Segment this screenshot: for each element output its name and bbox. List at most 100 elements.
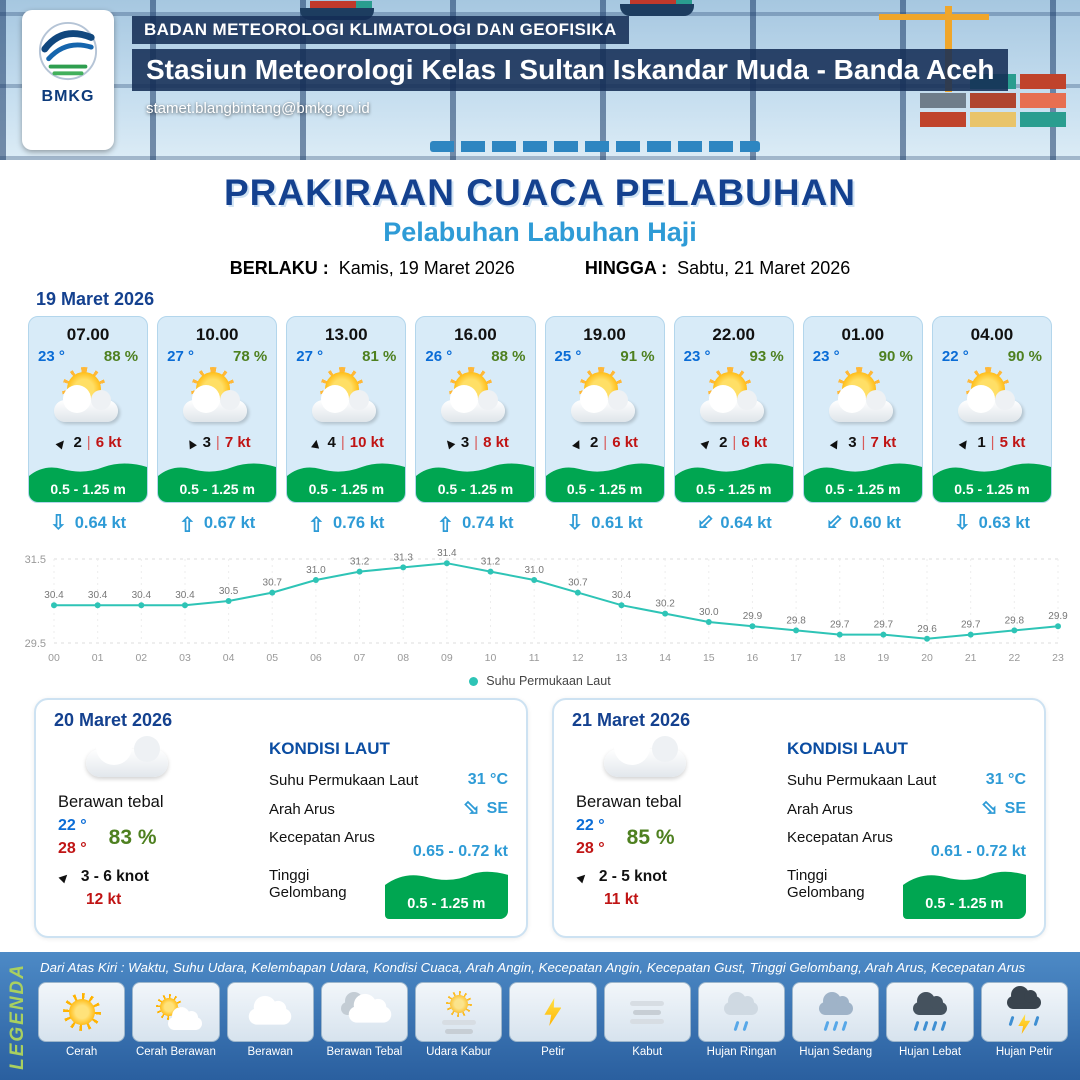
svg-text:20: 20 — [921, 652, 933, 664]
separator: | — [603, 434, 608, 451]
wave-height: 0.5 - 1.25 m — [954, 481, 1030, 497]
legend-item-label: Udara Kabur — [426, 1046, 492, 1058]
legend-item: Berawan Tebal — [320, 982, 409, 1058]
wind-gust: 10 kt — [349, 434, 384, 451]
current-direction-icon: ⇩ — [566, 512, 584, 534]
wind-gust: 8 kt — [483, 434, 509, 451]
legend-item-label: Hujan Ringan — [706, 1046, 777, 1058]
wind-speed: 4 — [327, 434, 336, 451]
hujan-lebat-icon — [913, 991, 948, 1031]
legend-item: Cerah — [38, 982, 126, 1058]
legend-title-column: LEGENDA — [0, 956, 36, 1076]
separator: | — [732, 434, 737, 451]
wind-speed: 3 — [202, 434, 211, 451]
legend-item-label: Hujan Lebat — [899, 1046, 962, 1058]
svg-text:30.5: 30.5 — [219, 586, 239, 597]
current-direction-value: SE — [1004, 800, 1026, 817]
wind-direction-icon: ▲ — [438, 431, 460, 454]
station-email: stamet.blangbintang@bmkg.go.id — [146, 100, 370, 117]
legend-item: Petir — [509, 982, 597, 1058]
humidity: 90 % — [1007, 348, 1042, 365]
wave-height-graphic: 0.5 - 1.25 m — [902, 863, 1026, 919]
agency-name: BADAN METEOROLOGI KLIMATOLOGI DAN GEOFIS… — [132, 16, 629, 44]
legend-item: Hujan Lebat — [886, 982, 974, 1058]
wind-direction-icon: ▲ — [826, 432, 847, 453]
legend-dot-icon — [469, 676, 479, 686]
separator: | — [86, 434, 91, 451]
forecast-time: 19.00 — [583, 325, 626, 344]
wave-graphic — [384, 871, 508, 919]
wave-height-label: Tinggi Gelombang — [787, 867, 865, 901]
air-temperature: 23 ° — [683, 348, 711, 365]
air-temperature: 25 ° — [554, 348, 582, 365]
current-row: ⇩ 0.63 kt — [932, 503, 1052, 533]
forecast-card: 04.00 22 ° 90 % ▲ 1 | 5 kt 0.5 - 1.25 m — [931, 316, 1052, 503]
wind-direction-icon: ▲ — [696, 431, 718, 454]
petir-icon — [544, 998, 562, 1026]
berawan-tebal-icon — [86, 729, 168, 777]
sea-surface-temperature-chart: 31.5 29.5 30.4 00 30.4 01 30.4 02 30.4 03 30.5 04 30… — [25, 548, 1069, 664]
wind-gust: 7 kt — [224, 434, 251, 451]
current-speed: 0.64 kt — [74, 513, 127, 532]
current-direction-icon: ⇩ — [179, 512, 196, 534]
wind-row: ▲ 4 | 10 kt — [287, 431, 405, 458]
svg-text:31.0: 31.0 — [306, 565, 326, 576]
legend-item: Udara Kabur — [415, 982, 503, 1058]
cerah-berawan-icon — [559, 367, 651, 431]
wave-graphic — [29, 463, 148, 502]
condition-label: Berawan tebal — [58, 793, 164, 811]
humidity: 88 % — [103, 348, 139, 365]
condition-label: Berawan tebal — [576, 793, 682, 811]
wave-height-label: Tinggi Gelombang — [269, 867, 347, 901]
legend-item-label: Berawan — [247, 1046, 293, 1058]
legend-item: Hujan Sedang — [792, 982, 880, 1058]
svg-text:30.0: 30.0 — [699, 607, 719, 618]
svg-text:07: 07 — [354, 652, 366, 664]
legend-item: Hujan Ringan — [697, 982, 786, 1058]
current-speed: 0.64 kt — [720, 513, 772, 532]
current-speed: 0.63 kt — [978, 513, 1030, 532]
svg-text:31.3: 31.3 — [393, 552, 413, 563]
berawan-icon — [248, 995, 292, 1025]
current-direction-value: SE — [486, 800, 508, 817]
svg-text:30.4: 30.4 — [44, 590, 64, 601]
wave-height-value: 0.5 - 1.25 m — [407, 896, 486, 912]
daily-summary-row: 20 Maret 2026 Berawan tebal 22 ° 28 ° 83… — [0, 688, 1080, 938]
forecast-column: 19.00 25 ° 91 % ▲ 2 | 6 kt 0.5 - 1.25 m … — [544, 316, 665, 534]
temp-min: 22 ° — [58, 817, 87, 834]
wind-gust: 6 kt — [741, 434, 768, 451]
forecast-card: 13.00 27 ° 81 % ▲ 4 | 10 kt 0.5 - 1.25 m — [286, 316, 407, 503]
sst-value: 31 °C — [985, 771, 1026, 788]
validity-row: BERLAKU : Kamis, 19 Maret 2026 HINGGA : … — [0, 258, 1080, 279]
forecast-time: 01.00 — [841, 325, 885, 344]
forecast-column: 07.00 23 ° 88 % ▲ 2 | 6 kt 0.5 - 1.25 m … — [28, 316, 149, 533]
wave-height-band: 0.5 - 1.25 m — [545, 458, 664, 502]
svg-text:04: 04 — [223, 652, 235, 664]
wave-graphic — [902, 871, 1026, 919]
svg-text:29.7: 29.7 — [874, 620, 894, 631]
forecast-column: 13.00 27 ° 81 % ▲ 4 | 10 kt 0.5 - 1.25 m… — [286, 316, 407, 534]
svg-text:31.2: 31.2 — [350, 557, 370, 568]
humidity: 88 % — [491, 348, 526, 365]
wave-graphic — [932, 463, 1051, 502]
wind-speed: 2 — [73, 434, 82, 451]
hujan-ringan-icon — [724, 991, 759, 1031]
current-direction-icon: ⇩ — [819, 509, 847, 537]
wind-row: ▲ 2 | 6 kt — [29, 431, 147, 458]
wind-row: ▲ 3 | 8 kt — [416, 431, 534, 458]
forecast-time: 16.00 — [454, 325, 497, 344]
svg-text:30.4: 30.4 — [132, 590, 152, 601]
summary-date: 20 Maret 2026 — [54, 710, 173, 730]
berlaku-value: Kamis, 19 Maret 2026 — [338, 258, 515, 278]
current-speed: 0.60 kt — [849, 513, 901, 532]
svg-text:11: 11 — [529, 652, 540, 664]
wind-gust: 6 kt — [612, 434, 639, 451]
forecast-date-label: 19 Maret 2026 — [36, 289, 155, 309]
cerah-berawan-icon — [154, 992, 202, 1032]
temp-min: 22 ° — [576, 817, 605, 834]
wave-height-band: 0.5 - 1.25 m — [803, 458, 922, 502]
current-direction-icon: ⇩ — [953, 512, 971, 534]
hujan-petir-icon — [1007, 986, 1042, 1034]
wind-gust: 6 kt — [95, 434, 122, 451]
humidity: 81 % — [362, 348, 397, 365]
